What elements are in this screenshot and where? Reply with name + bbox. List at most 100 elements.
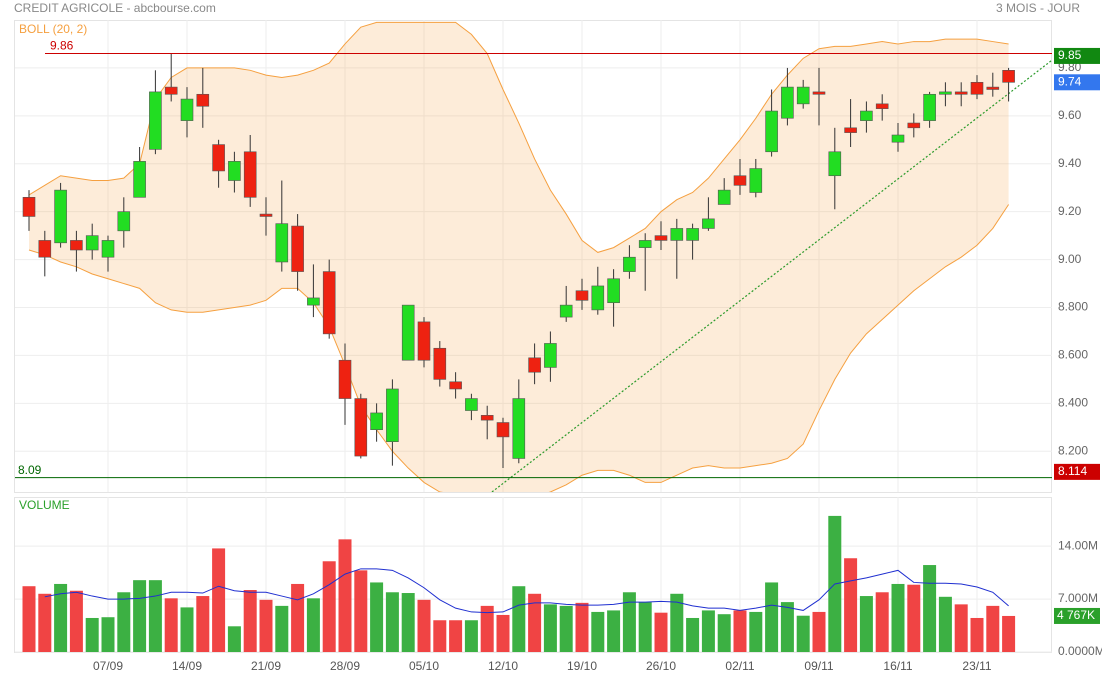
candle-body <box>781 86 794 119</box>
volume-tag <box>1054 607 1100 624</box>
candle-body <box>986 86 1000 90</box>
volume-bar <box>85 617 99 652</box>
volume-bar <box>733 610 747 652</box>
candle-body <box>749 168 763 193</box>
y-tick-label: 14.00M <box>1058 538 1098 552</box>
candle-body <box>970 81 984 95</box>
volume-bar <box>322 561 336 652</box>
band-label: BOLL (20, 2) <box>19 22 87 36</box>
candle-body <box>370 412 383 431</box>
volume-bar <box>923 565 937 652</box>
volume-bar <box>496 614 510 652</box>
volume-bar <box>306 598 320 652</box>
candle-body <box>196 93 210 107</box>
volume-bar <box>970 617 984 652</box>
volume-bar <box>528 593 542 652</box>
volume-bar <box>670 593 684 652</box>
price-panel <box>14 20 1052 493</box>
volume-bar <box>780 602 794 652</box>
volume-bar <box>607 610 621 652</box>
level-label: 8.09 <box>18 463 42 477</box>
y-tick-label: 7.000M <box>1058 591 1098 605</box>
candle-body <box>338 359 352 399</box>
volume-bar <box>212 548 226 652</box>
y-tick-label: 8.800 <box>1058 300 1088 314</box>
x-tick-label: 09/11 <box>804 659 833 673</box>
volume-bar <box>796 615 810 652</box>
volume-bar <box>275 605 289 652</box>
volume-bar <box>464 620 478 652</box>
volume-bar <box>338 539 352 652</box>
candle-body <box>844 127 857 133</box>
candle-body <box>449 381 462 390</box>
volume-bar <box>148 580 162 652</box>
x-tick-label: 28/09 <box>330 659 360 673</box>
y-tick-label: 9.20 <box>1058 204 1082 218</box>
candle-body <box>717 189 731 205</box>
candle-body <box>923 93 936 121</box>
candle-body <box>670 228 684 241</box>
volume-bar <box>227 626 241 652</box>
candle-body <box>528 357 541 373</box>
candle-body <box>275 223 289 263</box>
volume-bar <box>891 583 905 652</box>
candle-body <box>733 175 747 186</box>
candle-body <box>702 218 715 229</box>
candle-body <box>796 86 810 105</box>
volume-bar <box>512 586 526 652</box>
candle-body <box>465 398 478 411</box>
chart-title: CREDIT AGRICOLE - abcbourse.com <box>14 1 216 15</box>
candle-body <box>828 151 842 177</box>
candle-body <box>243 151 257 198</box>
candle-body <box>149 91 162 150</box>
x-tick-label: 05/10 <box>409 659 439 673</box>
volume-bar <box>354 570 368 652</box>
candle-body <box>591 285 605 311</box>
volume-bar <box>117 592 131 652</box>
y-tick-label: 8.600 <box>1058 348 1088 362</box>
volume-bar <box>859 596 873 652</box>
volume-bar <box>401 593 415 652</box>
candle-body <box>117 211 131 232</box>
x-tick-label: 02/11 <box>725 659 754 673</box>
candle-body <box>480 415 494 421</box>
x-tick-label: 14/09 <box>172 659 202 673</box>
price-tag <box>1054 47 1100 64</box>
volume-bar <box>196 596 210 652</box>
volume-bar <box>654 612 668 652</box>
candle-body <box>164 86 178 95</box>
price-tag-label: 9.85 <box>1058 48 1082 62</box>
chart-subtitle: 3 MOIS - JOUR <box>996 1 1080 15</box>
candle-body <box>512 398 526 459</box>
volume-title: VOLUME <box>19 498 70 512</box>
volume-bar <box>259 599 273 652</box>
volume-bar <box>385 592 399 652</box>
candle-body <box>307 297 320 306</box>
y-tick-label: 9.60 <box>1058 108 1082 122</box>
volume-bar <box>907 584 921 652</box>
candle-body <box>544 343 557 368</box>
volume-bar <box>69 590 83 652</box>
x-tick-label: 16/11 <box>883 659 912 673</box>
volume-bar <box>164 598 178 652</box>
candle-body <box>860 110 873 121</box>
volume-bar <box>622 592 636 652</box>
volume-bar <box>22 586 36 652</box>
candle-body <box>180 98 194 121</box>
candle-body <box>939 91 952 95</box>
volume-bar <box>370 582 384 652</box>
candle-body <box>496 422 510 438</box>
volume-bar <box>449 620 463 652</box>
x-tick-label: 26/10 <box>646 659 676 673</box>
candle-body <box>85 235 99 251</box>
candle-body <box>891 134 905 143</box>
volume-bar <box>433 620 447 652</box>
candle-body <box>686 228 699 241</box>
candle-body <box>417 321 431 361</box>
candle-body <box>101 240 115 258</box>
x-tick-label: 07/09 <box>93 659 123 673</box>
candle-body <box>212 144 225 172</box>
candle-body <box>133 161 146 198</box>
candle-body <box>38 240 52 258</box>
band-upper <box>28 21 1009 253</box>
